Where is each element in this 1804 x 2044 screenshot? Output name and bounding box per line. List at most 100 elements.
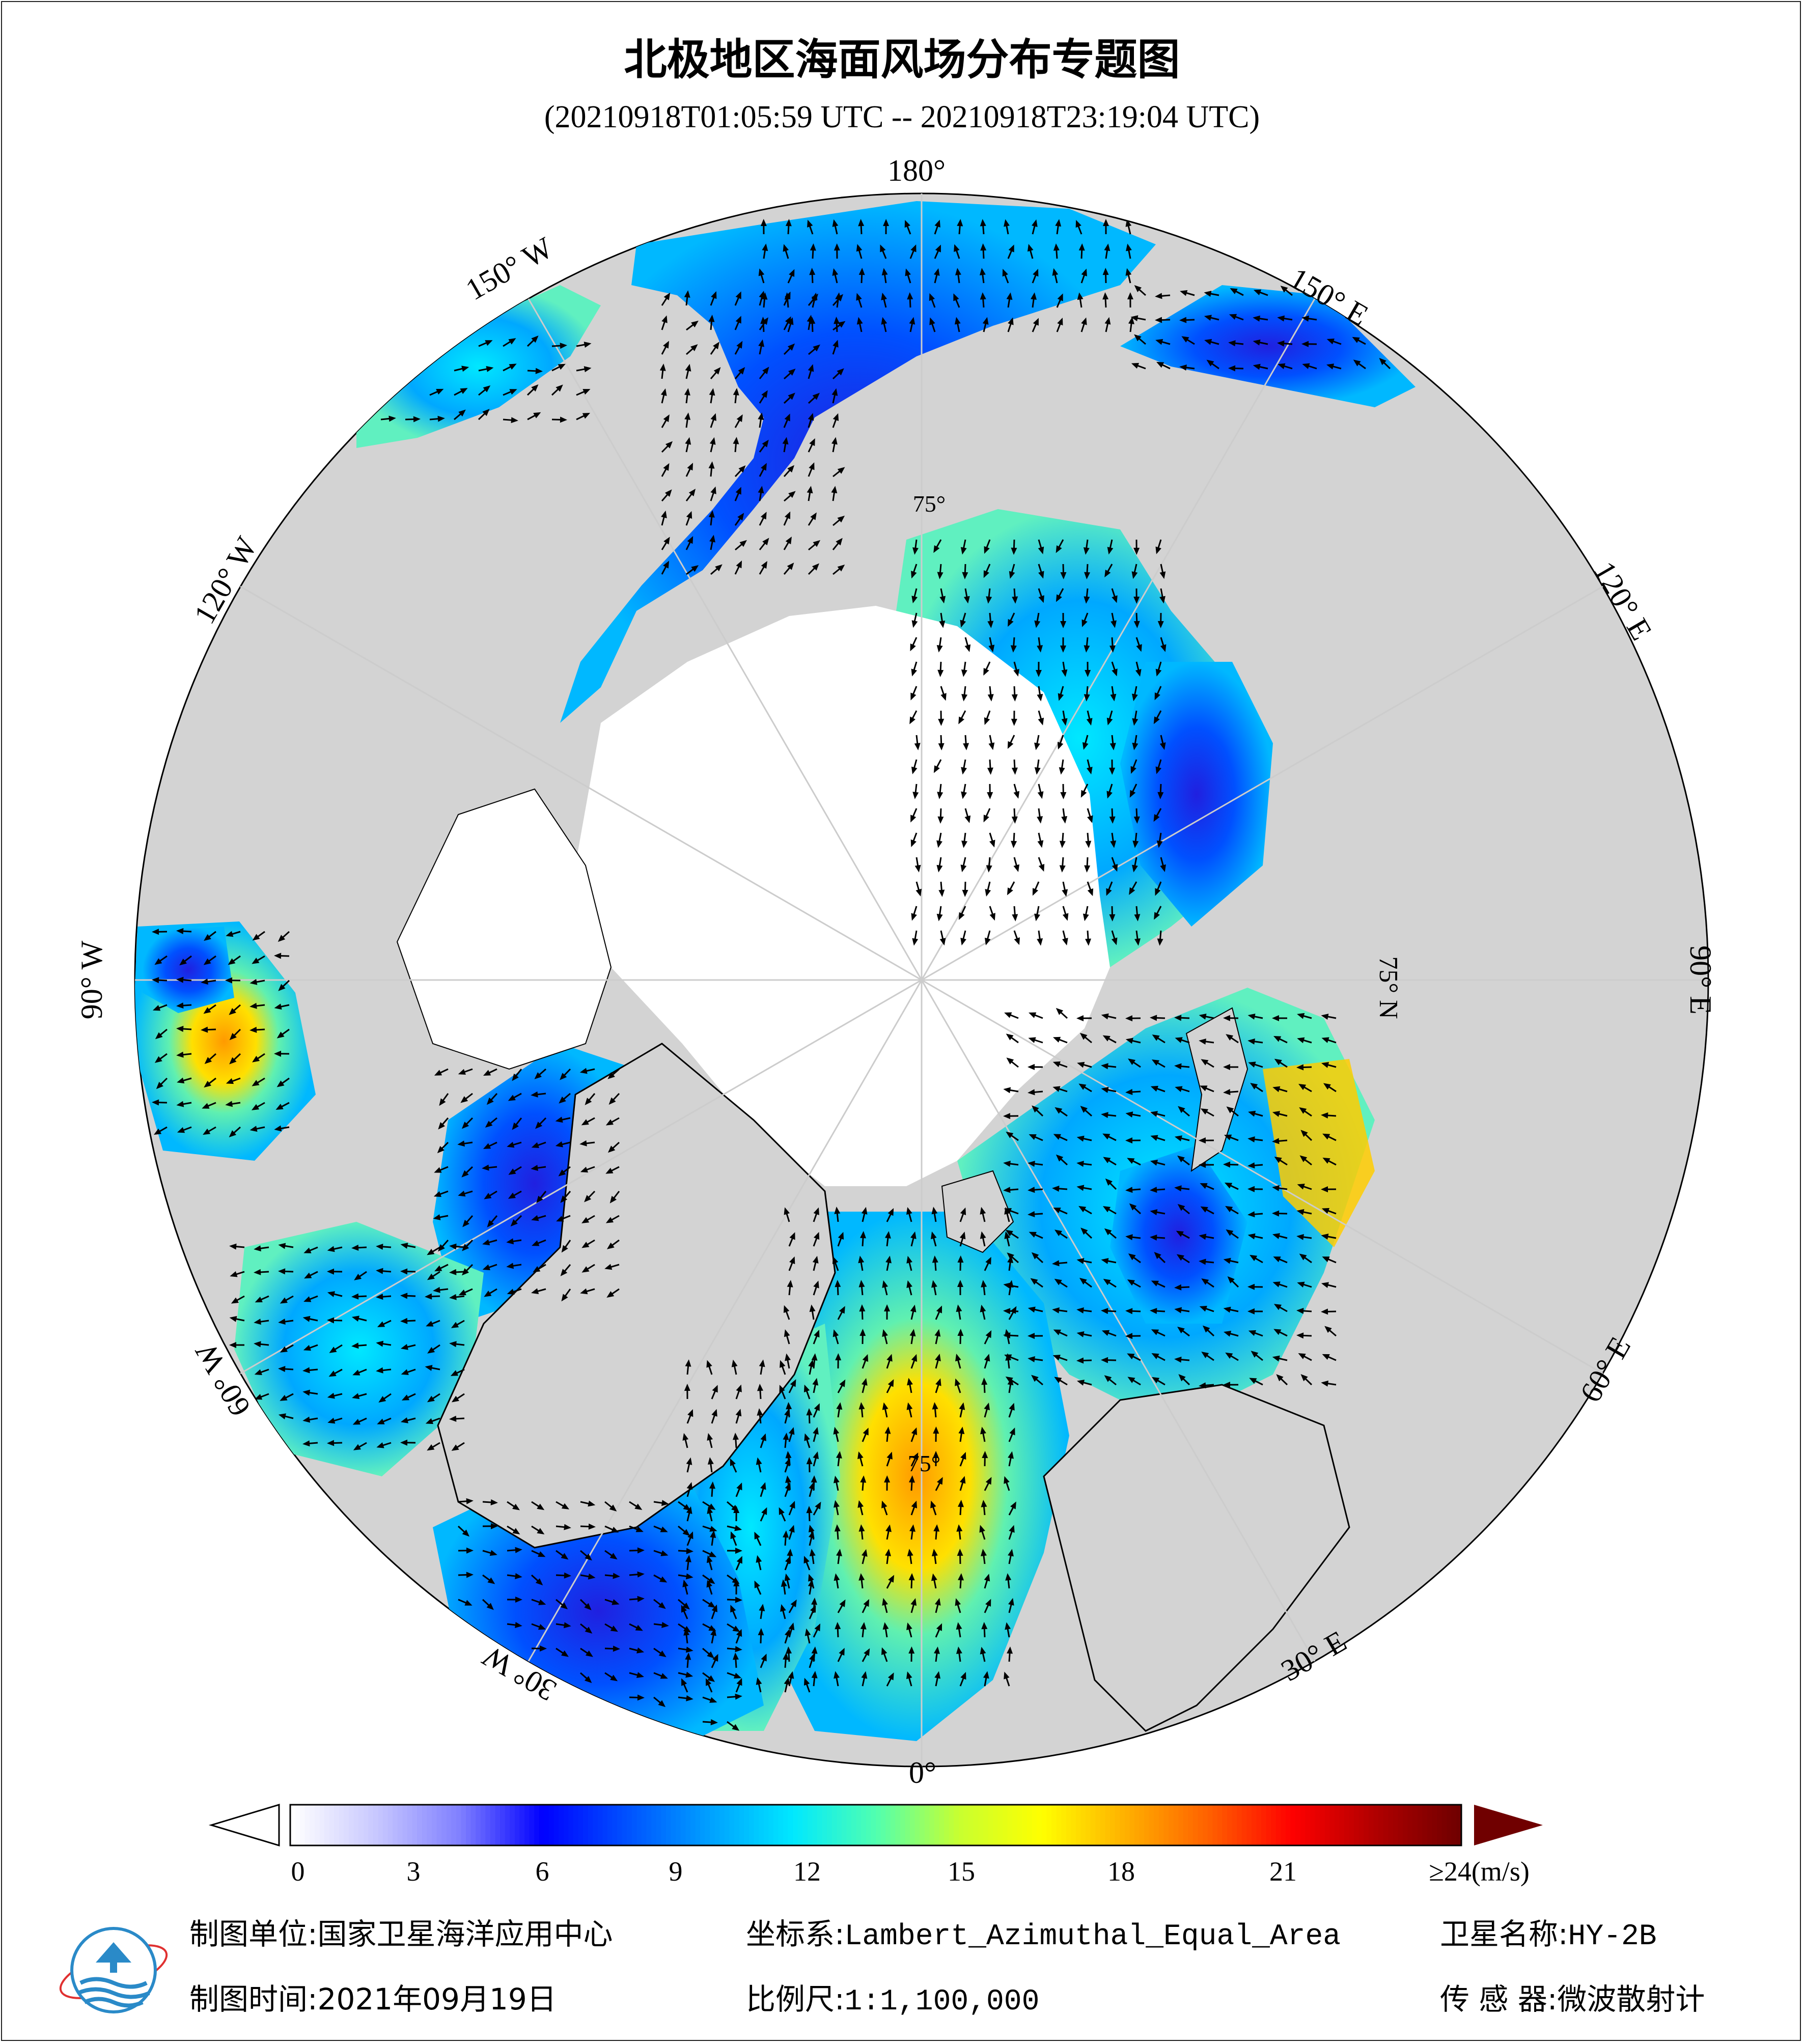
wind-vector-head [813,1231,820,1240]
wind-vector-head [1201,1278,1209,1285]
wind-vector-head [1038,571,1044,579]
wind-vector-head [1076,1135,1085,1142]
wind-vector-head [789,269,795,277]
wind-vector-head [1300,1130,1308,1137]
wind-vector-head [579,1140,587,1146]
colorbar-bin [1124,1805,1130,1845]
wind-vector-head [1131,571,1138,579]
wind-vector-head [785,219,792,227]
wind-vector-head [736,1678,742,1686]
colorbar-bin [646,1805,652,1845]
wind-vector-head [1127,1279,1135,1286]
wind-vector-head [228,958,236,965]
scale-label: 比例尺: [746,1982,845,2017]
wind-vector-head [658,1700,666,1707]
wind-vector-head [1037,645,1043,653]
colorbar-bin [578,1805,584,1845]
wind-vector-head [1181,336,1189,343]
wind-vector-head [731,1504,739,1512]
wind-vector-head [735,316,741,324]
wind-vector-head [433,1191,442,1197]
colorbar-bin [695,1805,701,1845]
wind-vector-head [482,1164,489,1171]
wind-vector-head [582,412,591,419]
wind-vector-head [1247,1136,1255,1143]
wind-vector-head [1005,1376,1013,1383]
colorbar-bin [422,1805,428,1845]
wind-vector-head [882,1598,888,1606]
wind-vector-head [911,913,917,921]
colorbar-bin [783,1805,789,1845]
wind-vector-head [1296,1064,1304,1071]
wind-vector-head [1223,1306,1231,1313]
colorbar-bin [968,1805,974,1845]
colorbar-bin [1222,1805,1228,1845]
wind-vector-head [1272,1086,1281,1093]
wind-vector-head [1008,317,1014,325]
wind-vector-head [711,1409,717,1417]
wind-vector-head [761,1654,767,1662]
colorbar-bin [1320,1805,1325,1845]
wind-vector-head [1224,1183,1233,1189]
wind-vector-head [1157,792,1164,799]
wind-vector-head [856,244,863,252]
wind-vector-head [1052,1355,1061,1361]
wind-vector-head [1128,1058,1136,1066]
wind-vector-head [486,1097,494,1105]
wind-vector-head [984,717,990,725]
wind-vector-head [784,1329,790,1337]
wind-vector-head [784,1629,791,1637]
wind-vector-head [254,1369,262,1376]
wind-vector-head [1174,1063,1182,1070]
wind-vector-head [660,1673,668,1679]
colorbar-bin [1158,1805,1164,1845]
wind-vector-head [462,1220,469,1227]
wind-vector-head [1176,1230,1184,1237]
wind-vector-head [1125,1089,1133,1095]
wind-vector-head [1011,816,1018,824]
wind-vector-head [458,1069,466,1075]
colorbar-bin [1105,1805,1111,1845]
wind-vector-head [1101,1330,1110,1336]
wind-vector-head [558,1169,566,1177]
wind-vector-head [461,1122,469,1129]
wind-vector-head [1223,1063,1231,1070]
colorbar-bin [607,1805,613,1845]
wind-vector-head [564,1524,571,1530]
wind-vector-head [733,437,739,444]
wind-vector-head [1299,1107,1307,1114]
lat-label-75-a: 75° [908,1450,940,1476]
wind-vector-head [1080,1227,1088,1235]
wind-vector-head [756,1555,762,1563]
wind-vector-head [230,1271,238,1277]
wind-vector-head [1010,1306,1017,1314]
colorbar-bin [1266,1805,1272,1845]
wind-vector-head [400,1318,408,1324]
colorbar-bin [1339,1805,1345,1845]
cbar-tick-6: 6 [535,1856,549,1887]
colorbar-bin [490,1805,496,1845]
colorbar-bin [910,1805,915,1845]
wind-vector-head [906,1622,912,1631]
wind-vector-head [1052,1185,1060,1192]
colorbar-bin [651,1805,657,1845]
wind-vector-head [303,1247,312,1253]
colorbar-min-arrow [208,1803,280,1847]
wind-vector-head [1253,363,1261,370]
wind-vector-head [682,1602,690,1610]
wind-vector-head [560,1602,568,1610]
wind-vector-head [957,1549,963,1556]
colorbar-bin [514,1805,520,1845]
wind-vector-head [905,268,911,276]
wind-vector-head [1247,1283,1255,1290]
wind-vector-head [660,388,667,396]
wind-vector-head [736,1482,742,1491]
wind-vector-head [757,1408,763,1416]
wind-vector-head [786,1402,792,1410]
wind-vector-head [756,1457,762,1465]
wind-vector-head [711,291,717,299]
colorbar-bin [1358,1805,1365,1845]
wind-vector-head [531,335,539,343]
wind-vector-head [636,1647,645,1654]
wind-vector-head [1052,268,1059,276]
